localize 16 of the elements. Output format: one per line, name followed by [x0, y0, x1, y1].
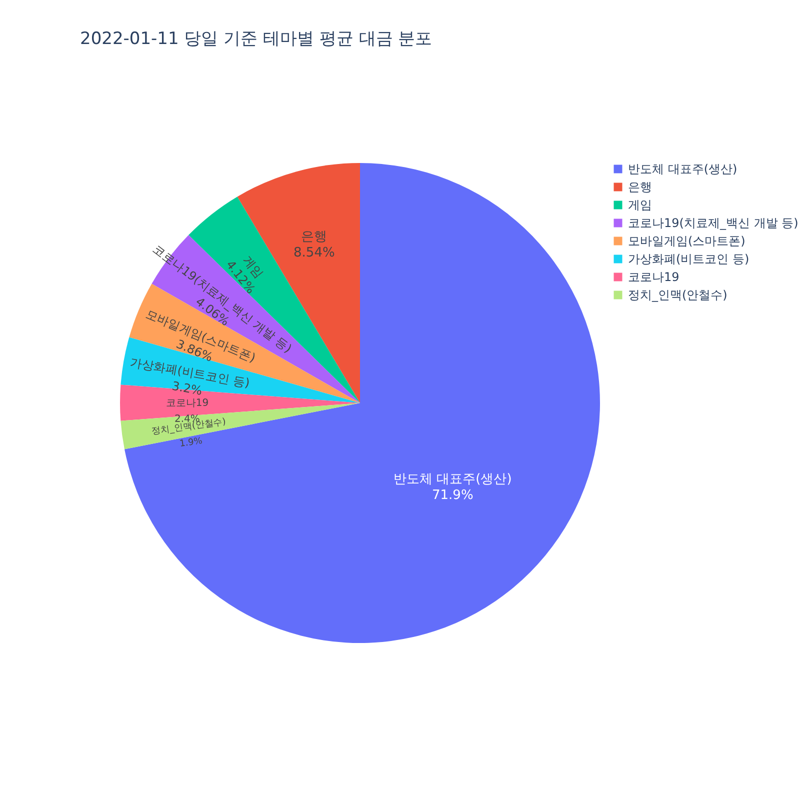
- data-label: 71.9%: [432, 488, 474, 504]
- legend-label: 코로나19: [628, 270, 680, 284]
- slice-label: 코로나19: [166, 398, 209, 409]
- data-label: 1.9%: [179, 436, 204, 450]
- data-label: 8.54%: [294, 245, 335, 260]
- slice-label: 은행: [301, 229, 328, 244]
- pie-slice: [124, 163, 600, 643]
- legend-label: 은행: [628, 180, 652, 194]
- slice-label: 반도체 대표주(생산): [394, 472, 512, 488]
- legend-label: 게임: [628, 198, 652, 212]
- legend-label: 코로나19(치료제_백신 개발 등): [628, 216, 798, 230]
- chart-title: 2022-01-11 당일 기준 테마별 평균 대금 분포: [80, 29, 432, 49]
- legend-label: 정치_인맥(안철수): [628, 288, 728, 302]
- legend-label: 가상화폐(비트코인 등): [628, 252, 750, 266]
- legend-label: 모바일게임(스마트폰): [628, 234, 746, 248]
- legend-label: 반도체 대표주(생산): [628, 162, 738, 176]
